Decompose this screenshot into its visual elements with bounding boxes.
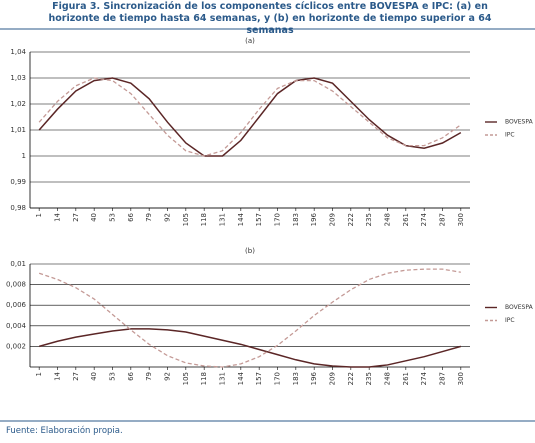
x-tick-label: 196 [310,371,318,385]
x-tick-label: 144 [237,212,245,226]
x-tick-label: 222 [347,372,355,385]
x-tick-label: 66 [127,371,135,380]
x-tick-label: 79 [145,372,153,381]
x-tick-label: 287 [439,372,447,385]
x-tick-label: 131 [219,372,227,385]
x-tick-label: 183 [292,213,300,226]
x-tick-label: 261 [402,213,410,226]
legend-label: BOVESPA [505,304,534,311]
y-tick-label: 1,01 [10,126,26,134]
y-tick-label: 0,006 [6,301,27,309]
x-tick-label: 118 [200,372,208,385]
x-tick-label: 248 [384,213,392,226]
x-tick-label: 105 [182,372,190,385]
x-tick-label: 92 [164,213,172,222]
y-tick-label: 0,008 [6,281,26,289]
legend-label: IPC [505,132,515,139]
x-tick-label: 14 [54,371,62,380]
x-tick-label: 131 [219,213,227,226]
x-tick-label: 235 [365,372,373,385]
x-tick-label: 157 [255,213,263,226]
x-tick-label: 79 [145,213,153,222]
series-line [38,77,462,157]
x-tick-label: 40 [90,213,98,222]
x-tick-label: 170 [274,213,282,226]
figure-title: Figura 3. Sincronización de los componen… [48,1,492,36]
y-tick-label: 1,04 [10,48,26,56]
x-tick-label: 144 [237,371,245,385]
x-tick-label: 157 [255,372,263,385]
x-tick-label: 53 [109,213,117,222]
y-tick-label: 1,02 [10,100,26,108]
x-tick-label: 196 [310,212,318,226]
x-tick-label: 300 [457,213,465,226]
y-tick-label: 0,99 [10,178,26,186]
x-tick-label: 274 [420,212,428,226]
series-line [38,77,462,157]
x-tick-label: 27 [72,372,80,381]
y-tick-label: 1,03 [10,74,26,82]
x-tick-label: 300 [457,372,465,385]
x-tick-label: 40 [90,372,98,381]
x-tick-label: 1 [35,213,43,217]
legend-label: IPC [505,317,515,324]
y-tick-label: 0,98 [10,204,26,212]
chart-title: (a) [245,37,255,45]
x-tick-label: 274 [420,371,428,385]
x-tick-label: 287 [439,213,447,226]
x-tick-label: 183 [292,372,300,385]
x-tick-label: 1 [35,372,43,376]
x-tick-label: 14 [54,212,62,221]
x-tick-label: 170 [274,372,282,385]
x-tick-label: 92 [164,372,172,381]
x-tick-label: 105 [182,213,190,226]
y-tick-label: 0,002 [6,342,26,350]
x-tick-label: 209 [329,372,337,385]
x-tick-label: 209 [329,213,337,226]
x-tick-label: 27 [72,213,80,222]
x-tick-label: 66 [127,212,135,221]
x-tick-label: 118 [200,213,208,226]
x-tick-label: 222 [347,213,355,226]
series-line [38,328,462,368]
y-tick-label: 0,004 [6,322,27,330]
chart-title: (b) [245,247,255,255]
source: Fuente: Elaboración propia. [6,426,123,436]
legend-label: BOVESPA [505,119,534,126]
x-tick-label: 261 [402,372,410,385]
y-tick-label: 0,01 [10,260,26,268]
x-tick-label: 235 [365,213,373,226]
series-line [38,268,461,368]
y-tick-label: 1 [22,152,26,160]
x-tick-label: 248 [384,372,392,385]
x-tick-label: 53 [109,372,117,381]
